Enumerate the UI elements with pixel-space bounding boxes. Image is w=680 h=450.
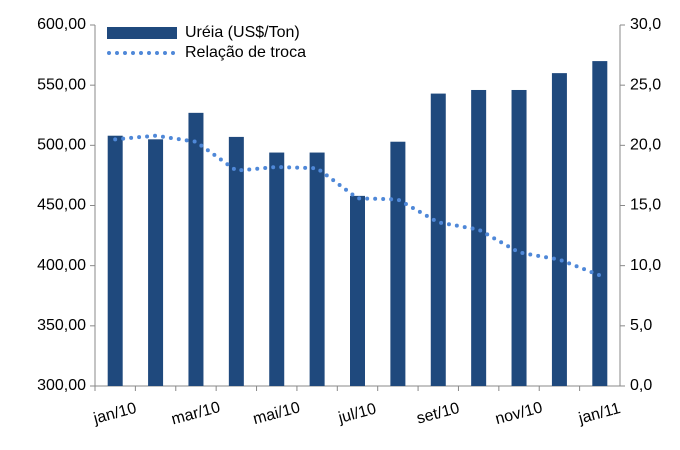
y2-tick-label: 10,0 [630, 257, 661, 274]
bar [107, 135, 123, 386]
bar [228, 136, 244, 386]
bar [188, 112, 204, 387]
y2-tick-label: 5,0 [630, 317, 652, 334]
bar [269, 152, 285, 386]
y2-tick-label: 30,0 [630, 16, 661, 33]
x-tick-label: mar/10 [170, 399, 223, 428]
x-tick-label: set/10 [415, 400, 462, 428]
y-tick-label: 500,00 [37, 137, 86, 154]
bar [592, 61, 608, 386]
legend-swatch [107, 27, 177, 39]
bar [471, 89, 487, 386]
bar [148, 139, 164, 386]
legend-label: Relação de troca [185, 44, 306, 61]
y-tick-label: 450,00 [37, 197, 86, 214]
y2-tick-label: 25,0 [630, 76, 661, 93]
bar [309, 152, 325, 386]
y-tick-label: 550,00 [37, 76, 86, 93]
y-tick-label: 400,00 [37, 257, 86, 274]
x-tick-label: mai/10 [251, 399, 302, 428]
bar [390, 141, 406, 386]
legend-label: Uréia (US$/Ton) [185, 24, 300, 41]
x-tick-label: nov/10 [494, 399, 545, 428]
bar [350, 195, 365, 386]
y-tick-label: 300,00 [37, 377, 86, 394]
x-tick-label: jan/10 [91, 400, 139, 428]
y2-tick-label: 15,0 [630, 197, 661, 214]
bar [551, 73, 567, 386]
bar [430, 93, 446, 386]
y2-tick-label: 20,0 [630, 137, 661, 154]
y2-tick-label: 0,0 [630, 377, 652, 394]
y-tick-label: 350,00 [37, 317, 86, 334]
bar [511, 89, 527, 386]
y-tick-label: 600,00 [37, 16, 86, 33]
line [113, 133, 602, 278]
x-tick-label: jan/11 [576, 400, 622, 428]
x-tick-label: jul/10 [336, 401, 378, 428]
